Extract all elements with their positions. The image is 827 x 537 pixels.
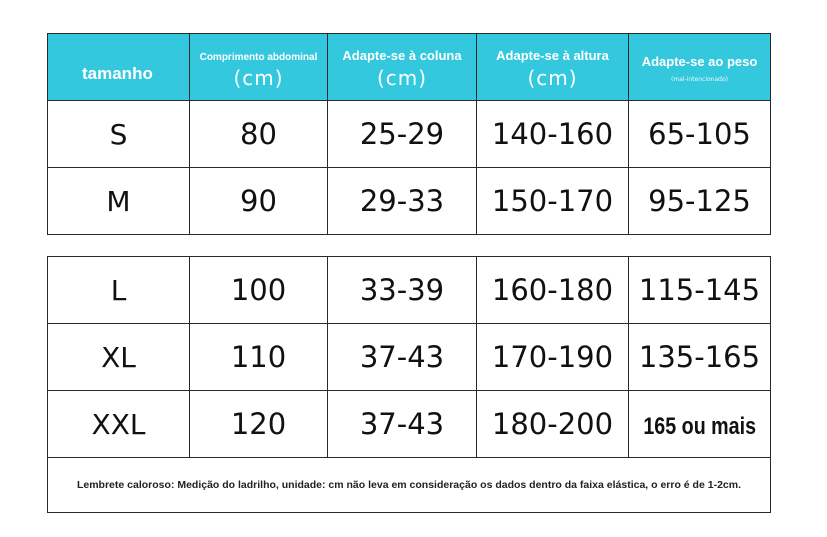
size-table-top: tamanho Comprimento abdominal (cm) Adapt…	[47, 33, 771, 235]
cell-size: S	[47, 100, 190, 168]
cell-spine: 37-43	[327, 390, 477, 458]
table-row: XL 110 37-43 170-190 135-165	[47, 323, 771, 391]
cell-spine: 25-29	[327, 100, 477, 168]
cell-size: XL	[47, 323, 190, 391]
cell-spine: 37-43	[327, 323, 477, 391]
cell-waist: 90	[189, 167, 328, 235]
cell-spine: 29-33	[327, 167, 477, 235]
size-note: Lembrete caloroso: Medição do ladrilho, …	[47, 457, 771, 513]
cell-weight: 65-105	[628, 100, 771, 168]
note-row: Lembrete caloroso: Medição do ladrilho, …	[47, 457, 771, 513]
table-row: M 90 29-33 150-170 95-125	[47, 167, 771, 235]
header-spine-unit: (cm)	[376, 65, 428, 90]
cell-height: 150-170	[476, 167, 629, 235]
cell-height: 160-180	[476, 256, 629, 324]
header-size: tamanho	[47, 33, 190, 101]
cell-size: XXL	[47, 390, 190, 458]
table-row: XXL 120 37-43 180-200 165 ou mais	[47, 390, 771, 458]
cell-weight: 135-165	[628, 323, 771, 391]
header-weight: Adapte-se ao peso (mal-intencionado)	[628, 33, 771, 101]
table-row: L 100 33-39 160-180 115-145	[47, 256, 771, 324]
header-height-label: Adapte-se à altura	[496, 47, 609, 63]
cell-height: 140-160	[476, 100, 629, 168]
cell-height: 180-200	[476, 390, 629, 458]
cell-size: L	[47, 256, 190, 324]
cell-weight: 165 ou mais	[628, 390, 771, 458]
cell-weight-text: 165 ou mais	[643, 413, 756, 440]
header-spine-label: Adapte-se à coluna	[342, 47, 462, 63]
header-height-unit: (cm)	[527, 65, 578, 90]
header-waist-unit: (cm)	[233, 65, 284, 90]
header-waist-label: Comprimento abdominal	[199, 51, 318, 63]
header-weight-note: (mal-intencionado)	[671, 76, 728, 83]
cell-waist: 100	[189, 256, 328, 324]
header-spine: Adapte-se à coluna (cm)	[327, 33, 477, 101]
table-row: S 80 25-29 140-160 65-105	[47, 100, 771, 168]
cell-waist: 110	[189, 323, 328, 391]
size-table-bottom: L 100 33-39 160-180 115-145 XL 110 37-43…	[47, 256, 771, 513]
cell-waist: 120	[189, 390, 328, 458]
header-weight-label: Adapte-se ao peso	[641, 54, 758, 69]
cell-weight: 95-125	[628, 167, 771, 235]
header-height: Adapte-se à altura (cm)	[476, 33, 629, 101]
cell-height: 170-190	[476, 323, 629, 391]
cell-waist: 80	[189, 100, 328, 168]
header-waist: Comprimento abdominal (cm)	[189, 33, 328, 101]
header-row: tamanho Comprimento abdominal (cm) Adapt…	[47, 33, 771, 101]
cell-weight: 115-145	[628, 256, 771, 324]
cell-spine: 33-39	[327, 256, 477, 324]
cell-size: M	[47, 167, 190, 235]
